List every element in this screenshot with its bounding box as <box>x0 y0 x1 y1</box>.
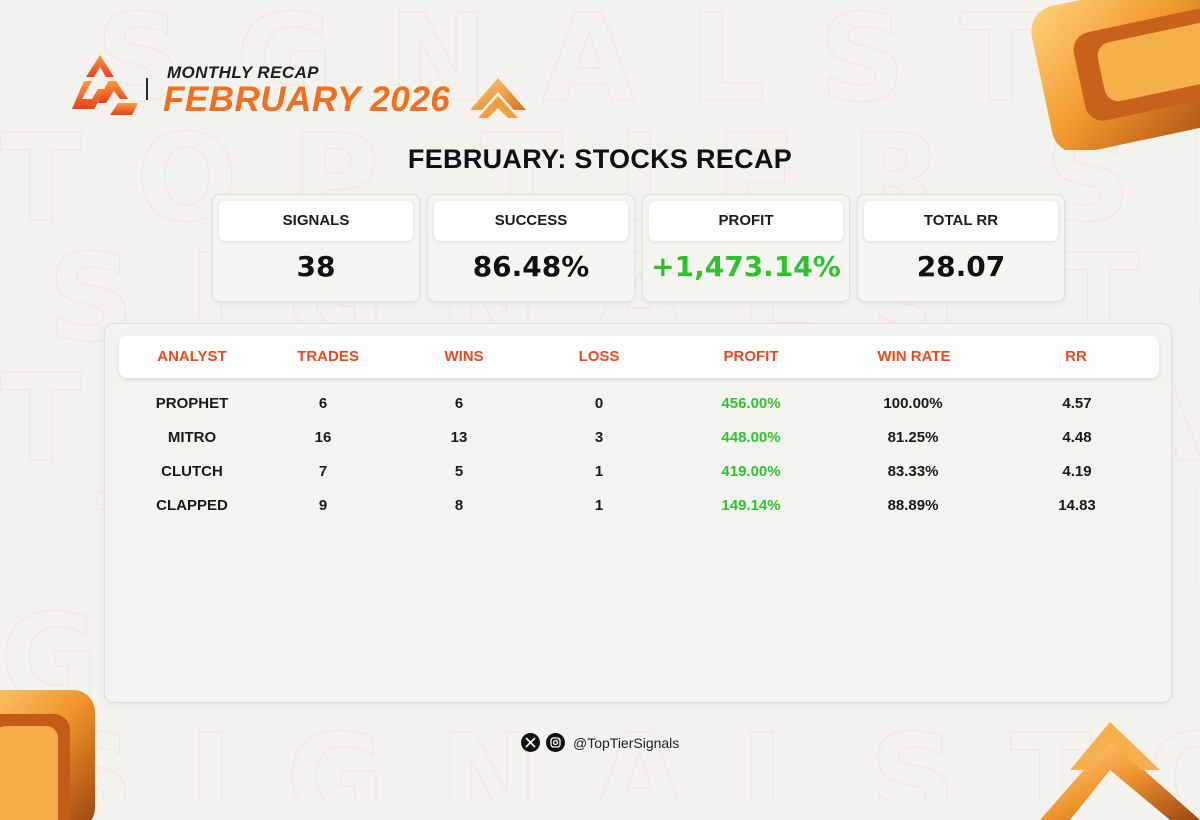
column-header-profit: PROFIT <box>723 348 779 365</box>
cell-trades: 6 <box>318 395 328 412</box>
header-divider <box>146 78 148 100</box>
cell-analyst: CLAPPED <box>156 497 228 514</box>
cell-rr: 4.48 <box>1062 429 1092 446</box>
stat-label: SUCCESS <box>434 201 628 241</box>
cell-wins: 5 <box>454 463 464 480</box>
cell-profit: 456.00% <box>721 395 781 412</box>
month-label: FEBRUARY 2026 <box>163 80 451 119</box>
cell-loss: 0 <box>594 395 604 412</box>
cell-loss: 3 <box>594 429 604 446</box>
cell-loss: 1 <box>594 497 604 514</box>
stat-card-signals: SIGNALS 38 <box>212 194 420 302</box>
social-handle[interactable]: @TopTierSignals <box>573 735 680 751</box>
cell-wins: 6 <box>454 395 464 412</box>
stat-value: 86.48% <box>472 250 590 283</box>
column-header-analyst: ANALYST <box>157 348 227 365</box>
analyst-table: ANALYST TRADES WINS LOSS PROFIT WIN RATE… <box>104 323 1172 703</box>
cell-analyst: CLUTCH <box>161 463 223 480</box>
cell-trades: 7 <box>318 463 328 480</box>
cell-rr: 4.57 <box>1062 395 1092 412</box>
column-header-loss: LOSS <box>578 348 620 365</box>
cell-win-rate: 88.89% <box>887 497 939 514</box>
column-header-wins: WINS <box>444 348 484 365</box>
table-row: PROPHET 6 6 0 456.00% 100.00% 4.57 <box>105 389 1171 419</box>
x-icon[interactable] <box>521 733 540 752</box>
stat-value: 38 <box>296 250 336 283</box>
decorative-gold-shape <box>0 690 95 820</box>
cell-loss: 1 <box>594 463 604 480</box>
stat-card-total-rr: TOTAL RR 28.07 <box>857 194 1065 302</box>
brand-logo <box>72 55 138 115</box>
stat-card-success: SUCCESS 86.48% <box>427 194 635 302</box>
cell-trades: 9 <box>318 497 328 514</box>
gold-chevron-icon <box>470 78 526 118</box>
cell-profit: 149.14% <box>721 497 781 514</box>
cell-win-rate: 81.25% <box>887 429 939 446</box>
cell-win-rate: 83.33% <box>887 463 939 480</box>
stat-label: SIGNALS <box>219 201 413 241</box>
decorative-gold-shape <box>1031 0 1200 150</box>
cell-analyst: PROPHET <box>155 395 229 412</box>
cell-trades: 16 <box>314 429 332 446</box>
table-row: CLAPPED 9 8 1 149.14% 88.89% 14.83 <box>105 491 1171 521</box>
stat-label: PROFIT <box>649 201 843 241</box>
page-title: FEBRUARY: STOCKS RECAP <box>407 144 793 174</box>
stat-label: TOTAL RR <box>864 201 1058 241</box>
table-header: ANALYST TRADES WINS LOSS PROFIT WIN RATE… <box>119 336 1159 378</box>
column-header-rr: RR <box>1065 348 1087 365</box>
stat-value: +1,473.14% <box>651 250 841 283</box>
stat-value: 28.07 <box>916 250 1006 283</box>
recap-label: MONTHLY RECAP <box>167 63 319 82</box>
cell-analyst: MITRO <box>167 429 217 446</box>
column-header-win-rate: WIN RATE <box>877 348 951 365</box>
cell-win-rate: 100.00% <box>883 395 943 412</box>
cell-profit: 448.00% <box>721 429 781 446</box>
instagram-icon[interactable] <box>546 733 565 752</box>
column-header-trades: TRADES <box>297 348 359 365</box>
table-row: MITRO 16 13 3 448.00% 81.25% 4.48 <box>105 423 1171 453</box>
cell-wins: 13 <box>450 429 468 446</box>
cell-wins: 8 <box>454 497 464 514</box>
decorative-gold-chevron <box>1040 722 1200 820</box>
stat-card-profit: PROFIT +1,473.14% <box>642 194 850 302</box>
cell-profit: 419.00% <box>721 463 781 480</box>
cell-rr: 14.83 <box>1058 497 1096 514</box>
cell-rr: 4.19 <box>1062 463 1092 480</box>
table-row: CLUTCH 7 5 1 419.00% 83.33% 4.19 <box>105 457 1171 487</box>
header <box>70 55 540 125</box>
